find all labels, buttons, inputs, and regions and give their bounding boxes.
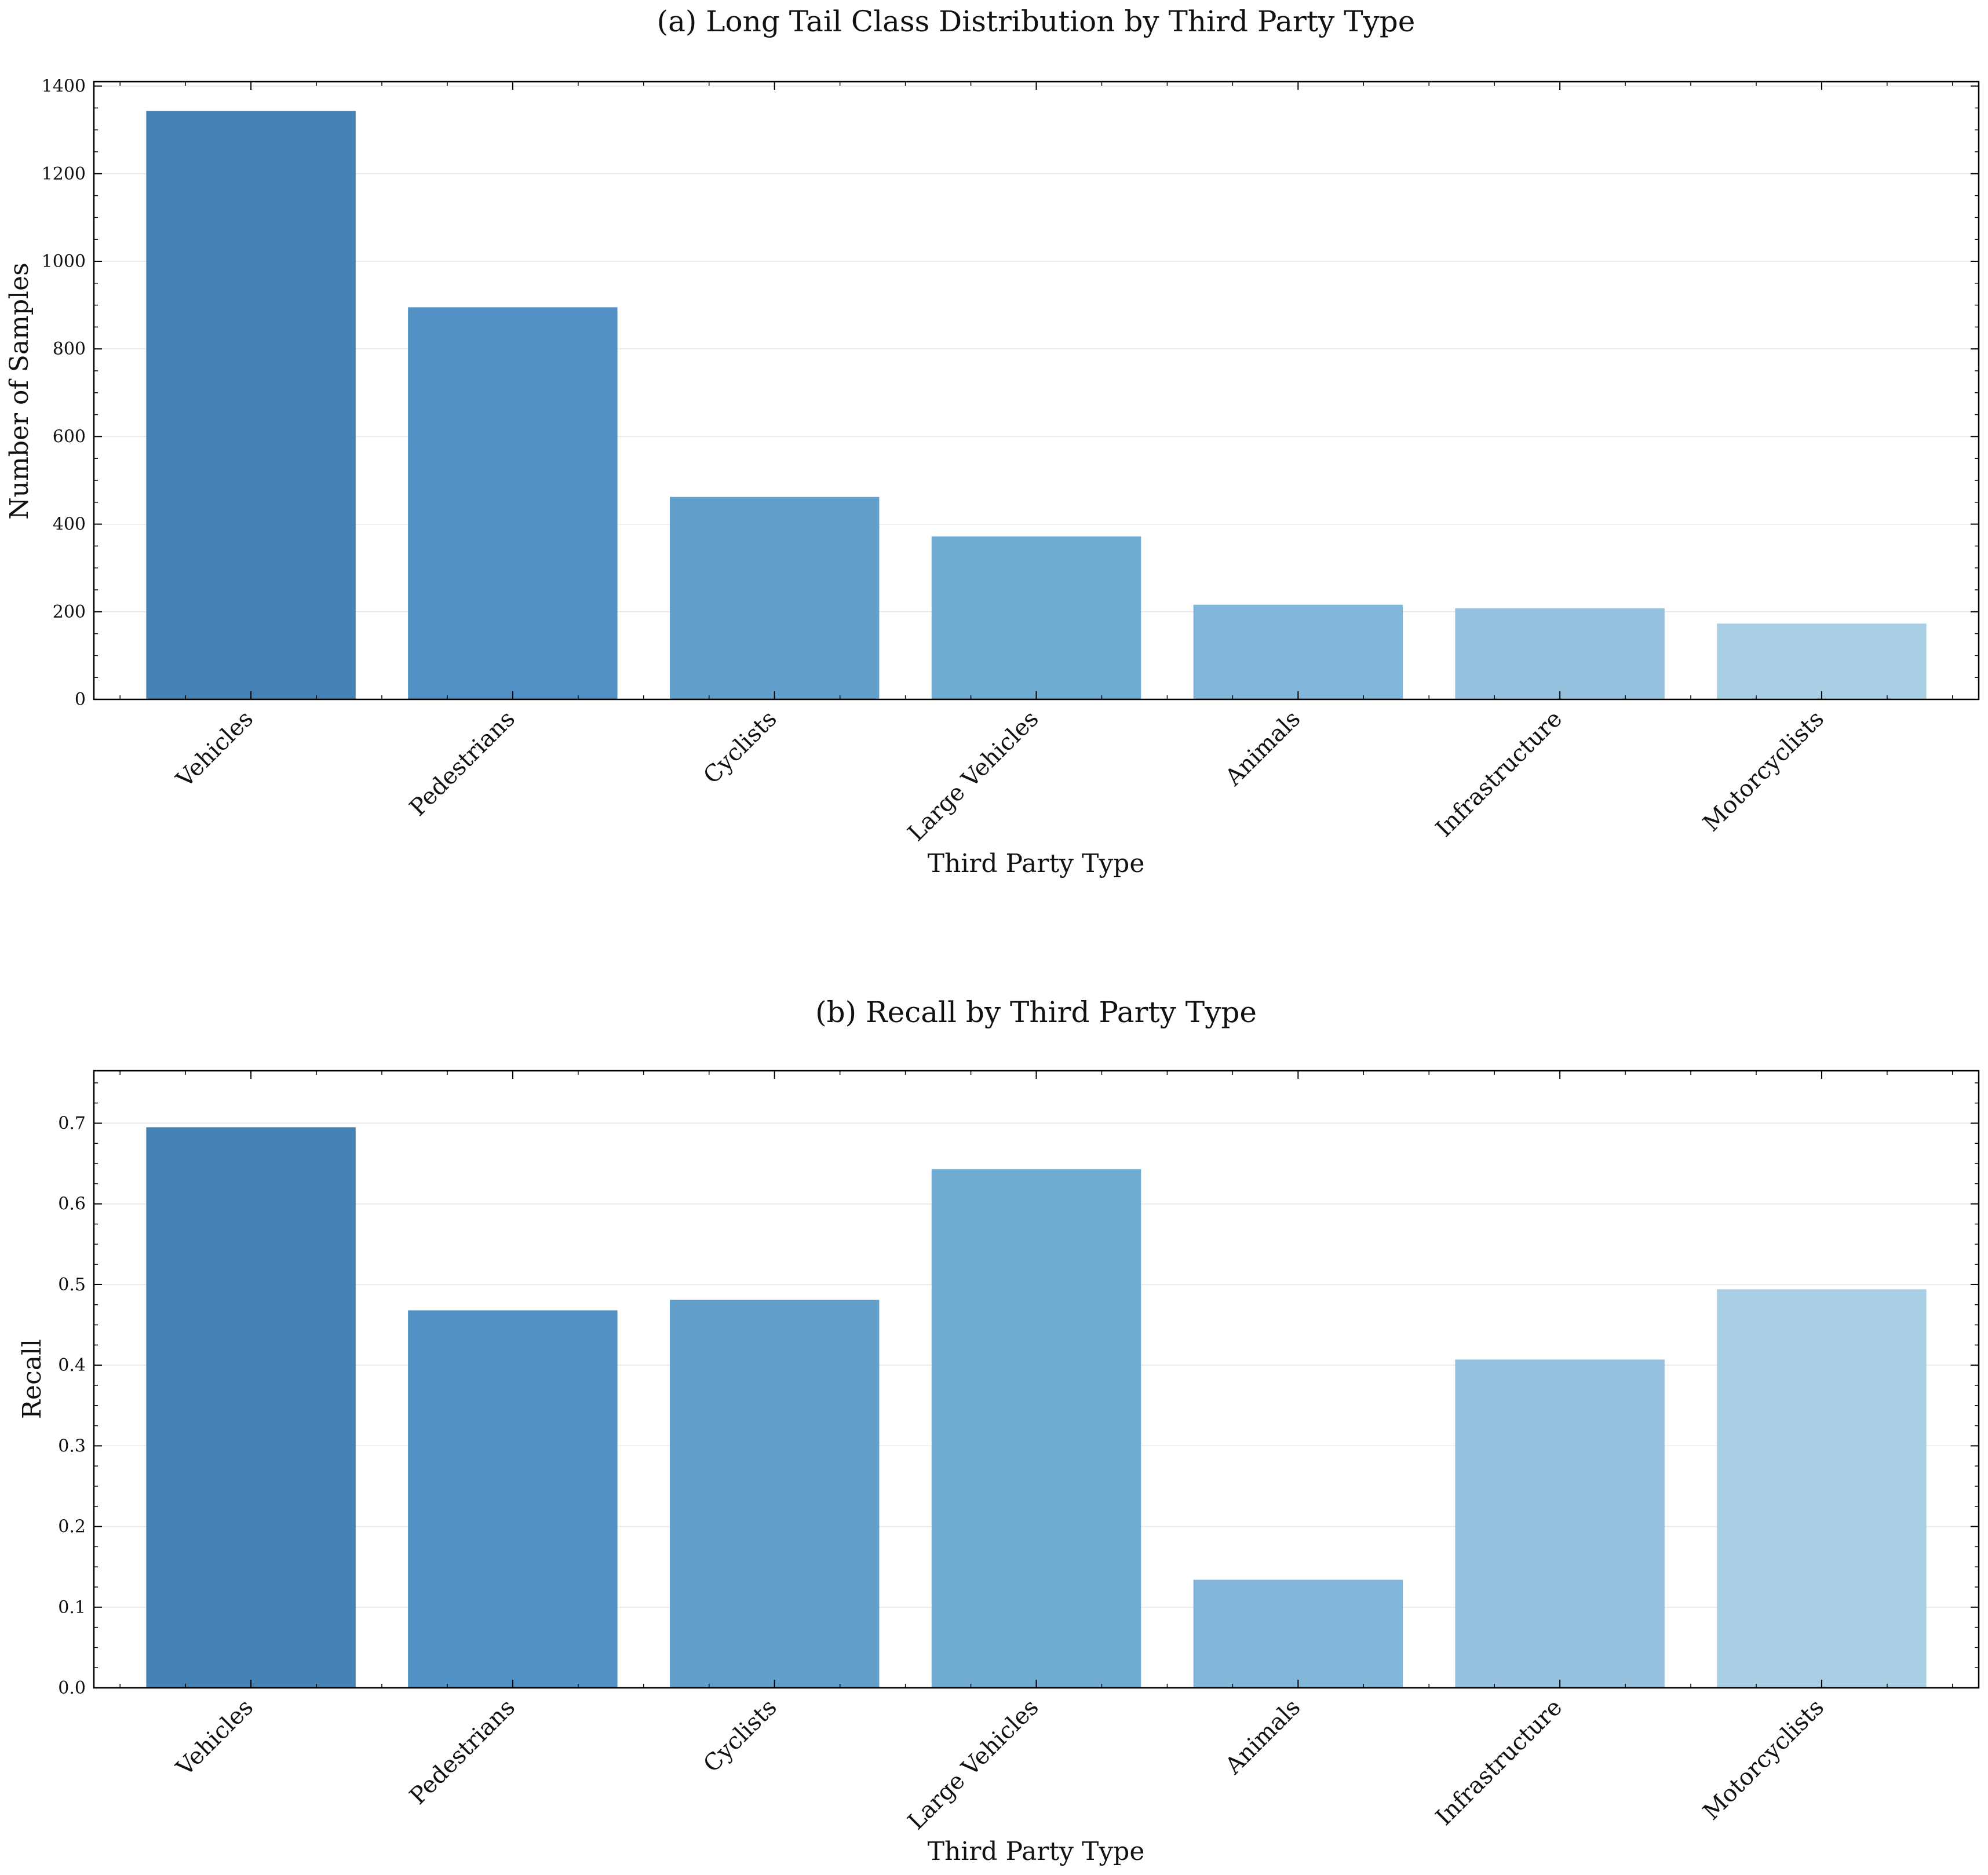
- bar: [1193, 1579, 1403, 1688]
- x-tick-label: Pedestrians: [404, 706, 520, 822]
- y-tick-label: 0.3: [58, 1436, 86, 1456]
- bar: [1455, 608, 1665, 699]
- x-tick-label: Infrastructure: [1431, 1694, 1567, 1831]
- y-tick-label: 0.0: [58, 1678, 86, 1698]
- y-tick-label: 600: [53, 426, 86, 447]
- x-axis-label: Third Party Type: [928, 849, 1145, 878]
- chart-title: (b) Recall by Third Party Type: [815, 995, 1257, 1029]
- bar: [669, 1300, 880, 1688]
- y-tick-label: 1200: [42, 164, 86, 184]
- bar: [669, 497, 880, 699]
- x-axis-label: Third Party Type: [928, 1837, 1145, 1866]
- y-tick-label: 0.2: [58, 1517, 86, 1537]
- x-tick-label: Large Vehicles: [903, 1694, 1044, 1835]
- y-tick-labels: 0 200 400 600 800 1000 1200 1400: [42, 76, 86, 710]
- bar: [1455, 1359, 1665, 1688]
- y-tick-label: 400: [53, 515, 86, 535]
- x-tick-label: Motorcyclists: [1698, 1694, 1829, 1826]
- x-tick-label: Cyclists: [698, 706, 782, 789]
- y-tick-label: 0: [75, 690, 86, 710]
- y-tick-label: 0.6: [58, 1194, 86, 1214]
- y-tick-label: 1000: [42, 251, 86, 272]
- bar: [146, 1127, 356, 1688]
- y-tick-label: 0.4: [58, 1355, 86, 1376]
- y-tick-labels: 0.0 0.1 0.2 0.3 0.4 0.5 0.6 0.7: [58, 1113, 86, 1698]
- bars: [146, 111, 1927, 699]
- bar: [408, 307, 618, 699]
- plot-frame: [93, 81, 1980, 701]
- x-tick-label: Vehicles: [171, 1694, 258, 1782]
- plot-frame: [93, 1070, 1980, 1689]
- y-tick-label: 1400: [42, 76, 86, 97]
- y-tick-label: 200: [53, 602, 86, 622]
- bar: [931, 1169, 1141, 1688]
- y-tick-label: 800: [53, 339, 86, 359]
- y-axis-label: Recall: [17, 1339, 47, 1419]
- x-tick-labels: Vehicles Pedestrians Cyclists Large Vehicle…: [171, 706, 1829, 847]
- chart-title: (a) Long Tail Class Distribution by Thir…: [657, 5, 1416, 38]
- y-tick-label: 0.1: [58, 1597, 86, 1618]
- x-tick-label: Infrastructure: [1431, 706, 1567, 842]
- chart-panel-a: (a) Long Tail Class Distribution by Thir…: [5, 5, 1980, 878]
- chart-panel-b: (b) Recall by Third Party Type Recall Th…: [17, 995, 1980, 1866]
- bar: [1717, 1289, 1927, 1688]
- bar: [931, 536, 1141, 699]
- x-tick-label: Cyclists: [698, 1694, 782, 1778]
- x-tick-label: Animals: [1220, 706, 1305, 791]
- bar: [1193, 604, 1403, 699]
- y-tick-label: 0.7: [58, 1113, 86, 1133]
- x-tick-label: Vehicles: [171, 706, 258, 793]
- x-tick-label: Large Vehicles: [903, 706, 1044, 847]
- x-tick-label: Motorcyclists: [1698, 706, 1829, 837]
- bar: [1717, 623, 1927, 699]
- y-tick-label: 0.5: [58, 1275, 86, 1295]
- y-axis-label: Number of Samples: [5, 262, 34, 520]
- x-tick-label: Animals: [1220, 1694, 1305, 1780]
- bar: [408, 1310, 618, 1688]
- bars: [146, 1127, 1927, 1688]
- x-tick-label: Pedestrians: [404, 1694, 520, 1810]
- bar: [146, 111, 356, 699]
- x-tick-labels: Vehicles Pedestrians Cyclists Large Vehicle…: [171, 1694, 1829, 1835]
